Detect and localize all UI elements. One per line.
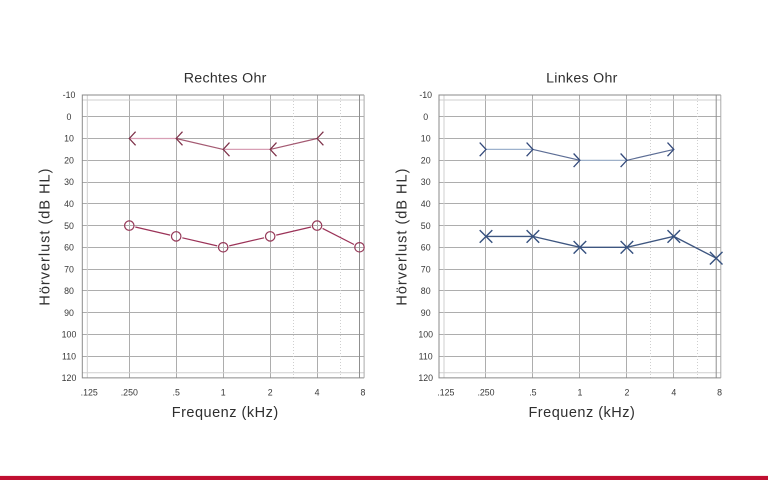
svg-text:.250: .250 [477,387,494,397]
svg-text:20: 20 [64,156,74,166]
svg-text:.5: .5 [173,387,180,397]
svg-text:90: 90 [64,308,74,318]
svg-text:70: 70 [64,264,74,274]
svg-text:-10: -10 [419,90,432,100]
svg-text:2: 2 [268,387,273,397]
svg-text:50: 50 [64,221,74,231]
svg-text:1: 1 [577,387,582,397]
svg-text:70: 70 [421,264,431,274]
svg-text:-10: -10 [63,90,76,100]
svg-text:120: 120 [418,373,433,383]
svg-text:50: 50 [421,221,431,231]
svg-text:Hörverlust (dB HL): Hörverlust (dB HL) [38,168,54,306]
svg-text:60: 60 [64,243,74,253]
svg-text:30: 30 [421,177,431,187]
svg-text:110: 110 [419,351,433,361]
svg-text:0: 0 [423,112,428,122]
svg-text:80: 80 [421,286,431,296]
svg-text:110: 110 [62,351,76,361]
svg-text:20: 20 [421,156,431,166]
svg-text:Hörverlust (dB HL): Hörverlust (dB HL) [394,168,410,306]
svg-text:100: 100 [418,330,433,340]
svg-text:Linkes Ohr: Linkes Ohr [546,71,618,87]
svg-text:Frequenz (kHz): Frequenz (kHz) [528,405,635,421]
svg-text:8: 8 [717,387,722,397]
svg-text:10: 10 [64,134,74,144]
svg-text:4: 4 [671,387,676,397]
svg-text:100: 100 [62,330,77,340]
svg-text:0: 0 [67,112,72,122]
svg-text:.125: .125 [81,387,98,397]
svg-text:120: 120 [62,373,77,383]
svg-text:2: 2 [624,387,629,397]
svg-text:60: 60 [421,243,431,253]
svg-text:90: 90 [421,308,431,318]
svg-text:.125: .125 [437,387,454,397]
svg-text:10: 10 [421,134,431,144]
svg-text:Frequenz (kHz): Frequenz (kHz) [172,405,279,421]
svg-text:8: 8 [360,387,365,397]
svg-text:4: 4 [315,387,320,397]
svg-text:40: 40 [421,199,431,209]
svg-text:.5: .5 [529,387,536,397]
svg-text:.250: .250 [121,387,138,397]
svg-text:30: 30 [64,177,74,187]
svg-text:1: 1 [221,387,226,397]
svg-text:Rechtes Ohr: Rechtes Ohr [184,71,267,87]
svg-text:80: 80 [64,286,74,296]
svg-text:40: 40 [64,199,74,209]
